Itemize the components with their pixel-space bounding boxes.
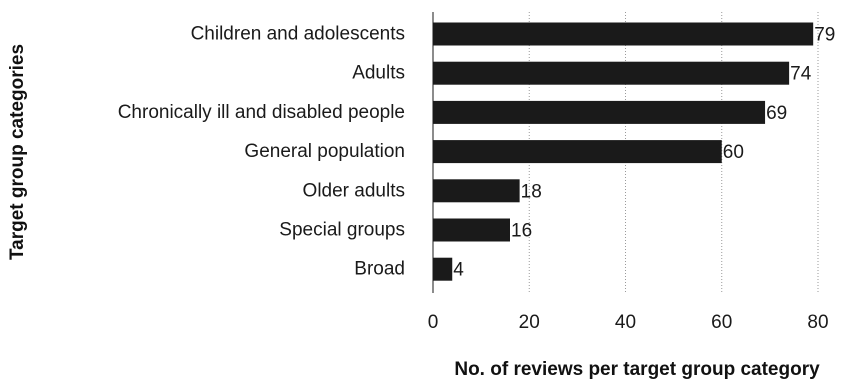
- value-label: 74: [790, 64, 812, 85]
- bar: [433, 179, 520, 203]
- category-label: Broad: [354, 259, 405, 280]
- value-label: 69: [766, 103, 787, 124]
- category-label: Special groups: [279, 220, 405, 241]
- y-axis-title: Target group categories: [7, 44, 28, 260]
- bars: [433, 22, 814, 281]
- x-tick-label: 40: [615, 312, 636, 333]
- category-labels: Children and adolescents Adults Chronicall…: [118, 24, 405, 280]
- category-label: Older adults: [303, 180, 405, 201]
- bar: [433, 257, 453, 281]
- value-label: 18: [521, 181, 542, 202]
- x-tick-label: 80: [807, 312, 828, 333]
- x-tick-labels: 0 20 40 60 80: [428, 312, 829, 333]
- x-axis-title: No. of reviews per target group category: [454, 359, 820, 380]
- bar: [433, 61, 790, 85]
- category-label: General population: [244, 141, 405, 162]
- value-label: 16: [511, 221, 532, 242]
- bar: [433, 218, 510, 242]
- x-tick-label: 20: [519, 312, 540, 333]
- bar: [433, 22, 814, 46]
- value-label: 79: [814, 25, 835, 46]
- category-label: Adults: [352, 63, 405, 84]
- bar: [433, 140, 722, 164]
- value-label: 60: [723, 142, 744, 163]
- gridlines: [528, 12, 819, 293]
- x-tick-label: 60: [711, 312, 732, 333]
- value-label: 4: [453, 260, 464, 281]
- category-label: Chronically ill and disabled people: [118, 102, 405, 123]
- category-label: Children and adolescents: [191, 24, 405, 45]
- bar: [433, 100, 766, 124]
- x-tick-label: 0: [428, 312, 439, 333]
